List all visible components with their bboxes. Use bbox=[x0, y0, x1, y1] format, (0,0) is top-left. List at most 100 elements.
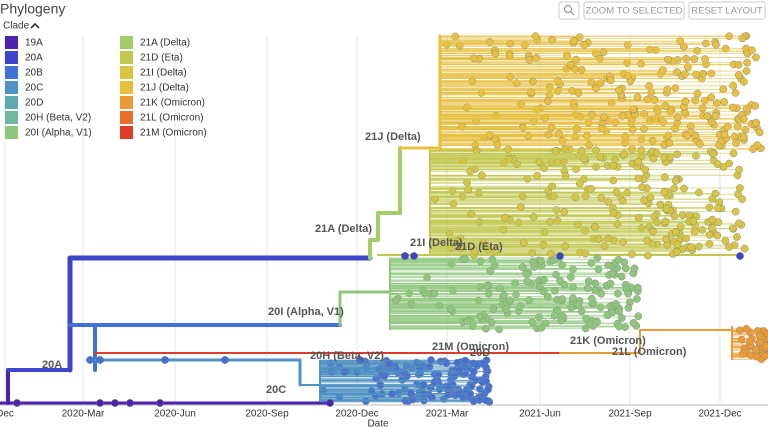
legend-swatch bbox=[5, 51, 18, 64]
legend-swatch bbox=[120, 51, 133, 64]
button-label: ZOOM TO SELECTED bbox=[586, 6, 683, 17]
tip bbox=[570, 37, 578, 45]
tip bbox=[597, 193, 606, 202]
legend-label: 21D (Eta) bbox=[140, 53, 183, 64]
tip bbox=[547, 250, 555, 258]
tip bbox=[734, 190, 742, 199]
tip bbox=[619, 197, 627, 205]
tip bbox=[681, 97, 690, 106]
tip bbox=[86, 356, 94, 364]
tip bbox=[547, 123, 556, 132]
tip bbox=[637, 146, 646, 155]
tip bbox=[463, 178, 472, 187]
tip bbox=[553, 158, 562, 167]
tip bbox=[729, 149, 738, 158]
tip bbox=[761, 342, 768, 350]
legend-label: 21K (Omicron) bbox=[140, 98, 205, 109]
tip bbox=[569, 294, 577, 303]
tip bbox=[401, 397, 410, 405]
tip bbox=[407, 389, 415, 397]
x-axis-title: Date bbox=[367, 419, 389, 427]
tip bbox=[410, 252, 418, 260]
tip bbox=[444, 382, 453, 391]
tip bbox=[731, 88, 740, 97]
legend-label: 21J (Delta) bbox=[140, 83, 189, 94]
tip bbox=[541, 319, 550, 328]
zoom-selected-button[interactable] bbox=[583, 1, 685, 20]
tip bbox=[470, 247, 479, 255]
legend-label: 21M (Omicron) bbox=[140, 128, 207, 139]
tip bbox=[543, 97, 552, 105]
tip bbox=[555, 129, 563, 138]
tip bbox=[591, 223, 599, 231]
tip bbox=[673, 113, 682, 121]
tip bbox=[506, 296, 514, 305]
tip bbox=[600, 242, 609, 250]
tip bbox=[742, 324, 751, 333]
tip bbox=[751, 102, 760, 110]
tip bbox=[634, 174, 643, 183]
tip bbox=[701, 39, 710, 48]
tip bbox=[585, 141, 593, 149]
tip bbox=[96, 356, 104, 364]
tip bbox=[466, 390, 475, 398]
tip bbox=[535, 282, 544, 291]
tip bbox=[111, 399, 119, 407]
tip bbox=[640, 125, 648, 133]
tip bbox=[544, 187, 553, 196]
tip bbox=[634, 158, 642, 166]
tip bbox=[558, 295, 567, 303]
branch-label: 20A bbox=[42, 359, 62, 371]
tip bbox=[714, 204, 722, 212]
magnifier-icon bbox=[564, 5, 572, 13]
tip bbox=[720, 130, 729, 139]
tip bbox=[708, 215, 717, 224]
tip bbox=[533, 172, 541, 180]
zoom-icon-button[interactable] bbox=[558, 1, 580, 20]
tip bbox=[680, 184, 688, 193]
tip bbox=[484, 385, 492, 394]
tip bbox=[742, 67, 751, 75]
branch-label: 21A (Delta) bbox=[315, 223, 372, 235]
tip bbox=[739, 133, 748, 141]
tip bbox=[665, 139, 674, 147]
tip bbox=[728, 224, 737, 233]
tip bbox=[752, 346, 760, 354]
legend-swatch bbox=[5, 96, 18, 109]
tip bbox=[678, 211, 687, 219]
reset-layout-button[interactable] bbox=[688, 1, 766, 20]
tip bbox=[643, 236, 651, 245]
tip bbox=[519, 238, 528, 247]
tip bbox=[221, 356, 229, 364]
tip bbox=[708, 224, 716, 232]
tip bbox=[730, 132, 739, 141]
tip bbox=[455, 366, 464, 375]
tip bbox=[630, 264, 639, 273]
tip bbox=[689, 217, 698, 225]
tip bbox=[491, 49, 500, 58]
legend-label: 20H (Beta, V2) bbox=[25, 113, 91, 124]
tip bbox=[624, 289, 633, 298]
tip bbox=[649, 227, 657, 236]
tip bbox=[444, 390, 453, 399]
tip bbox=[670, 212, 679, 220]
tip bbox=[563, 51, 571, 60]
legend-swatch bbox=[5, 126, 18, 139]
tip bbox=[536, 256, 545, 265]
tip bbox=[637, 59, 645, 68]
tip bbox=[661, 173, 669, 181]
x-tick-label: 2021-Dec bbox=[698, 409, 741, 420]
legend-toggle[interactable]: Clade bbox=[3, 21, 30, 32]
legend-swatch bbox=[120, 111, 133, 124]
tip bbox=[662, 235, 671, 244]
tip bbox=[617, 272, 626, 281]
tip bbox=[661, 217, 670, 226]
tip bbox=[624, 303, 633, 312]
tip bbox=[501, 305, 510, 313]
tip bbox=[696, 140, 704, 148]
legend-swatch bbox=[120, 36, 133, 49]
tip bbox=[561, 242, 570, 251]
tip bbox=[461, 356, 470, 365]
tip bbox=[731, 207, 740, 216]
